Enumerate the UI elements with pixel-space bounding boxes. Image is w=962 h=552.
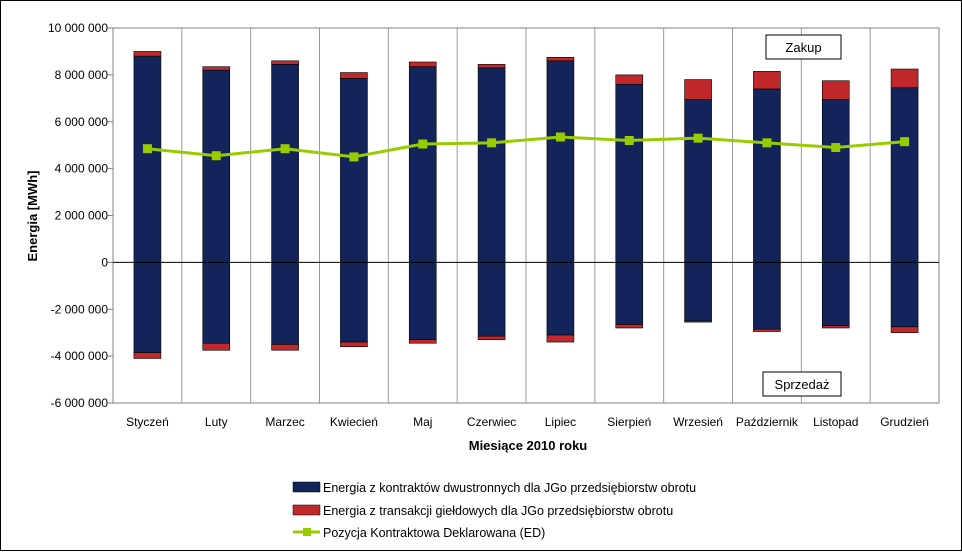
y-tick-label: 4 000 000 [55,162,109,176]
ed-point [900,137,910,147]
ed-point [624,136,634,145]
bar-exchange-sale [477,335,506,341]
bar-contracts-purchase [477,67,506,263]
bar-exchange-purchase [408,61,437,67]
bar-exchange-sale [546,334,575,343]
bar-contracts-purchase [753,88,781,263]
bar-exchange-purchase [340,72,368,79]
bar-contracts-sale [408,262,437,341]
bar-exchange-sale [202,342,231,351]
x-tick-label: Kwiecień [330,415,378,429]
x-tick-label: Styczeń [126,415,169,429]
bar-exchange-purchase [753,71,781,90]
bar-exchange-purchase [477,64,506,69]
ed-point [349,152,359,162]
y-tick-label: 2 000 000 [55,209,109,223]
legend-label-contracts: Energia z kontraktów dwustronnych dla JG… [323,481,696,495]
bar-contracts-purchase [271,64,299,263]
bar-contracts-purchase [340,78,368,263]
bar-contracts-purchase [133,55,162,263]
purchase-label: Zakup [785,40,821,55]
bar-contracts-sale [133,262,162,353]
bar-exchange-sale [340,341,368,348]
x-tick-label: Czerwiec [467,415,516,429]
legend-label-ed: Pozycja Kontraktowa Deklarowana (ED) [323,526,545,540]
bar-contracts-purchase [546,60,575,263]
bar-contracts-sale [477,262,506,337]
bar-exchange-sale [684,320,712,323]
x-axis-title: Miesiące 2010 roku [469,438,588,453]
x-tick-label: Maj [413,415,432,429]
bar-contracts-purchase [821,99,850,263]
ed-point [555,132,565,142]
bar-contracts-sale [615,262,644,325]
bar-exchange-purchase [546,56,575,62]
ed-point [693,133,703,143]
bar-contracts-purchase [615,83,644,263]
sale-label: Sprzedaż [775,377,830,392]
ed-point [831,143,841,153]
annotations: Zakup Sprzedaż [762,34,842,397]
y-tick-label: -2 000 000 [51,302,109,316]
bar-contracts-sale [340,262,368,343]
y-axis-title: Energia [MWh] [25,171,40,262]
bar-contracts-purchase [408,66,437,263]
x-tick-label: Listopad [813,415,858,429]
x-tick-label: Marzec [265,415,304,429]
x-tick-label: Grudzień [880,415,929,429]
x-tick-label: Lipiec [545,415,576,429]
bar-contracts-sale [684,262,712,322]
y-tick-label: 8 000 000 [55,68,109,82]
y-tick-label: -6 000 000 [51,396,109,410]
x-tick-label: Wrzesień [673,415,723,429]
ed-point [211,151,221,161]
bar-contracts-purchase [202,69,231,263]
legend-label-exchange: Energia z transakcji giełdowych dla JGo … [323,504,673,518]
bar-contracts-sale [202,262,231,344]
y-tick-label: 6 000 000 [55,115,109,129]
y-tick-label: 0 [101,255,108,269]
y-tick-label: 10 000 000 [48,21,108,35]
bar-exchange-sale [890,326,919,333]
bar-exchange-sale [821,325,850,329]
ed-point [280,144,290,154]
legend: Energia z kontraktów dwustronnych dla JG… [292,481,696,540]
ed-point [418,139,428,149]
bar-contracts-purchase [684,99,712,263]
bar-contracts-sale [271,262,299,345]
bar-exchange-purchase [890,68,919,89]
ed-point [142,144,152,154]
bar-contracts-sale [890,262,919,328]
bar-exchange-sale [753,328,781,332]
bar-exchange-sale [615,324,644,329]
x-tick-label: Luty [205,415,228,429]
x-tick-label: Październik [736,415,799,429]
ed-series-line [147,135,905,159]
x-tick-label: Sierpień [607,415,651,429]
bar-exchange-sale [408,339,437,344]
legend-marker-ed [303,528,311,536]
bar-exchange-purchase [133,51,162,57]
bar-exchange-sale [133,352,162,359]
plot-area: 10 000 000 8 000 000 6 000 000 4 000 000 2 0… [48,21,940,429]
bar-exchange-sale [271,344,299,351]
ed-point [762,138,772,148]
bar-exchange-purchase [684,79,712,100]
bar-exchange-purchase [821,80,850,100]
purchase-label-box [765,34,842,60]
bar-contracts-sale [546,262,575,336]
bar-exchange-purchase [615,74,644,85]
bar-exchange-purchase [271,60,299,65]
legend-swatch-exchange [292,504,321,516]
sale-label-box [762,371,842,397]
bar-contracts-sale [821,262,850,326]
bar-contracts-purchase [890,87,919,263]
y-tick-label: -4 000 000 [51,349,109,363]
legend-swatch-contracts [292,481,321,493]
ed-point [487,138,497,148]
bar-contracts-sale [753,262,781,330]
bar-exchange-purchase [202,66,231,71]
